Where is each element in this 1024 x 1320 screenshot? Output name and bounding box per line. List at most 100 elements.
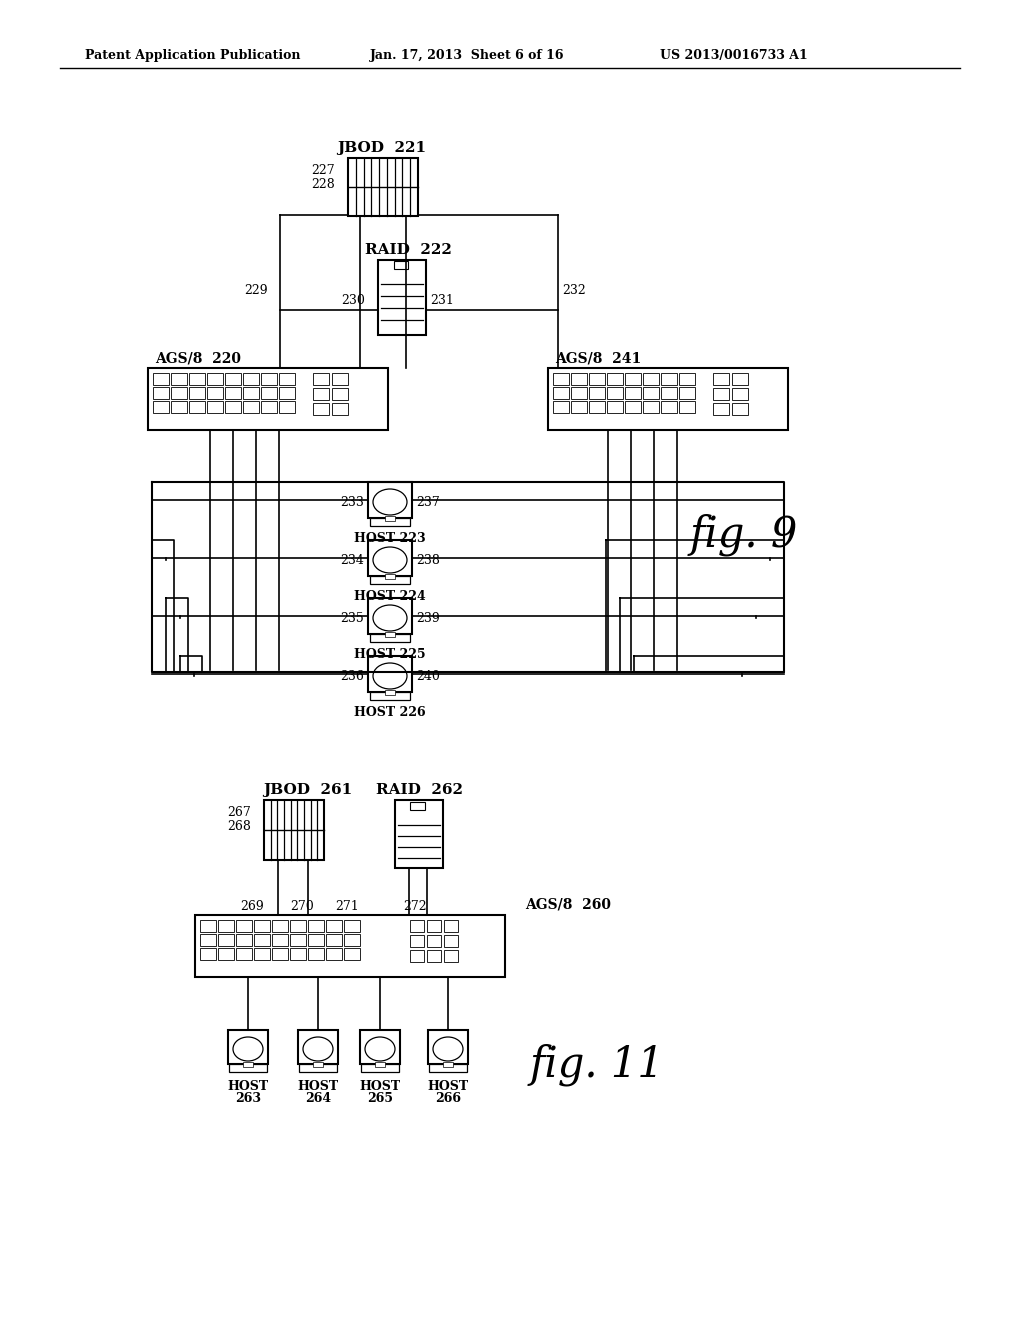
Bar — [427, 920, 441, 932]
Bar — [326, 920, 342, 932]
Bar — [662, 401, 677, 413]
Text: 265: 265 — [367, 1092, 393, 1105]
Bar — [236, 948, 252, 960]
Bar — [279, 374, 295, 385]
Text: 230: 230 — [341, 293, 365, 306]
Bar — [299, 1064, 337, 1072]
Ellipse shape — [373, 546, 407, 573]
Bar — [313, 374, 329, 385]
Bar — [313, 388, 329, 400]
Text: 240: 240 — [416, 669, 440, 682]
Bar — [290, 948, 306, 960]
Bar — [643, 374, 659, 385]
Bar — [254, 935, 270, 946]
Bar — [171, 374, 187, 385]
Bar — [290, 920, 306, 932]
Bar — [589, 401, 605, 413]
Text: HOST: HOST — [227, 1080, 268, 1093]
Bar — [218, 920, 234, 932]
Bar — [344, 948, 360, 960]
Text: Jan. 17, 2013  Sheet 6 of 16: Jan. 17, 2013 Sheet 6 of 16 — [370, 49, 564, 62]
Bar — [308, 920, 324, 932]
Bar — [261, 374, 278, 385]
Bar — [326, 948, 342, 960]
Bar — [368, 656, 412, 692]
Bar — [360, 1030, 400, 1064]
Bar — [272, 935, 288, 946]
Bar — [332, 403, 348, 414]
Bar — [272, 948, 288, 960]
Bar — [679, 387, 695, 399]
Bar — [732, 388, 748, 400]
Bar — [308, 948, 324, 960]
Bar — [218, 935, 234, 946]
Text: 235: 235 — [340, 611, 364, 624]
Bar — [332, 374, 348, 385]
Bar — [243, 387, 259, 399]
Bar — [394, 261, 408, 269]
Text: RAID  262: RAID 262 — [377, 783, 464, 797]
Bar — [171, 401, 187, 413]
Bar — [344, 935, 360, 946]
Bar — [713, 374, 729, 385]
Bar — [553, 387, 569, 399]
Text: 238: 238 — [416, 553, 440, 566]
Ellipse shape — [433, 1038, 463, 1061]
Bar — [385, 574, 395, 579]
Bar — [607, 401, 623, 413]
Text: US 2013/0016733 A1: US 2013/0016733 A1 — [660, 49, 808, 62]
Bar — [553, 401, 569, 413]
Text: 229: 229 — [245, 284, 268, 297]
Bar — [264, 800, 324, 861]
Bar — [298, 1030, 338, 1064]
Bar — [236, 920, 252, 932]
Text: HOST 226: HOST 226 — [354, 706, 426, 719]
Text: HOST: HOST — [359, 1080, 400, 1093]
Bar — [410, 950, 424, 962]
Bar — [243, 374, 259, 385]
Ellipse shape — [373, 605, 407, 631]
Text: 269: 269 — [240, 900, 264, 913]
Text: 234: 234 — [340, 553, 364, 566]
Text: 267: 267 — [227, 805, 251, 818]
Bar — [713, 388, 729, 400]
Bar — [225, 401, 241, 413]
Bar — [200, 920, 216, 932]
Bar — [589, 387, 605, 399]
Bar — [385, 632, 395, 638]
Bar — [410, 935, 424, 946]
Bar — [662, 374, 677, 385]
Text: 264: 264 — [305, 1092, 331, 1105]
Bar — [243, 401, 259, 413]
Bar — [189, 374, 205, 385]
Text: AGS/8  220: AGS/8 220 — [155, 351, 241, 366]
Bar — [370, 692, 410, 700]
Bar — [643, 401, 659, 413]
Bar — [679, 401, 695, 413]
Bar — [732, 403, 748, 414]
Text: 272: 272 — [403, 900, 427, 913]
Bar — [385, 690, 395, 696]
Bar — [153, 401, 169, 413]
Bar — [625, 387, 641, 399]
Ellipse shape — [365, 1038, 395, 1061]
Text: 237: 237 — [416, 495, 439, 508]
Bar — [370, 576, 410, 583]
Text: 270: 270 — [290, 900, 314, 913]
Bar — [171, 387, 187, 399]
Bar — [153, 387, 169, 399]
Bar — [571, 387, 587, 399]
Bar — [200, 935, 216, 946]
Bar — [410, 920, 424, 932]
Bar — [429, 1064, 467, 1072]
Bar — [272, 920, 288, 932]
Bar — [607, 374, 623, 385]
Text: HOST 225: HOST 225 — [354, 648, 426, 661]
Bar — [607, 387, 623, 399]
Bar — [444, 935, 458, 946]
Bar — [344, 920, 360, 932]
Bar — [348, 158, 418, 216]
Bar — [361, 1064, 399, 1072]
Bar — [195, 915, 505, 977]
Bar — [229, 1064, 267, 1072]
